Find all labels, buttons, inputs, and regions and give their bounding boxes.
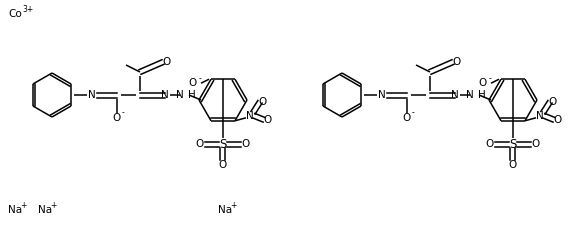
Text: O: O: [453, 57, 461, 67]
Text: O: O: [242, 139, 250, 149]
Text: 3+: 3+: [22, 5, 33, 14]
Text: Na: Na: [38, 205, 52, 215]
Text: O: O: [264, 115, 272, 125]
Text: O: O: [554, 115, 562, 125]
Text: N: N: [378, 90, 386, 100]
Text: Na: Na: [218, 205, 232, 215]
Text: O: O: [403, 113, 411, 123]
Text: N: N: [466, 90, 474, 100]
Text: O: O: [196, 139, 204, 149]
Text: S: S: [509, 138, 517, 151]
Text: O: O: [113, 113, 121, 123]
Text: N: N: [176, 90, 184, 100]
Text: H: H: [188, 90, 196, 100]
Text: Co: Co: [8, 9, 22, 19]
Text: +: +: [50, 202, 56, 211]
Text: S: S: [219, 138, 226, 151]
Text: N: N: [246, 111, 254, 121]
Text: H: H: [478, 90, 486, 100]
Text: O: O: [259, 97, 267, 107]
Text: -: -: [199, 74, 202, 83]
Text: O: O: [189, 78, 197, 88]
Text: N: N: [161, 90, 169, 100]
Text: O: O: [486, 139, 494, 149]
Text: O: O: [532, 139, 540, 149]
Text: -: -: [489, 74, 492, 83]
Text: O: O: [479, 78, 487, 88]
Text: O: O: [219, 160, 227, 170]
Text: O: O: [509, 160, 517, 170]
Text: N: N: [536, 111, 544, 121]
Text: -: -: [412, 109, 415, 118]
Text: Na: Na: [8, 205, 22, 215]
Text: +: +: [230, 202, 236, 211]
Text: N: N: [451, 90, 459, 100]
Text: O: O: [549, 97, 557, 107]
Text: -: -: [122, 109, 125, 118]
Text: O: O: [163, 57, 171, 67]
Text: +: +: [20, 202, 26, 211]
Text: N: N: [88, 90, 96, 100]
